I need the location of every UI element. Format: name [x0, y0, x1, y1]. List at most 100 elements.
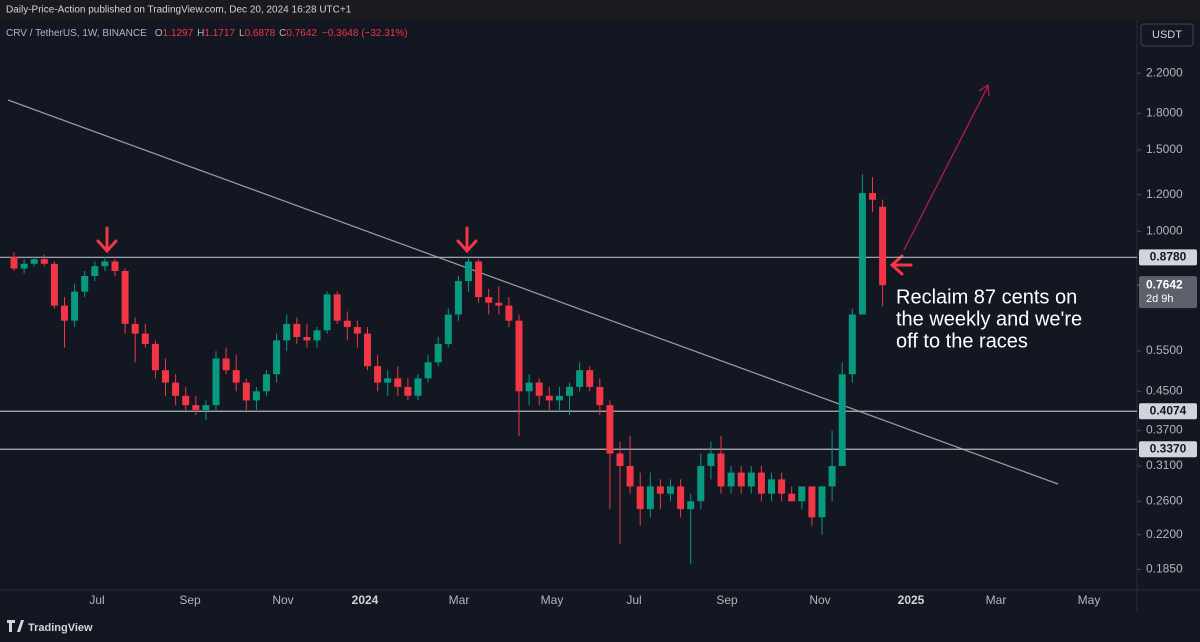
- annotation: Reclaim 87 cents on: [896, 286, 1077, 308]
- candle-body: [838, 374, 846, 467]
- candle-body: [566, 386, 573, 396]
- candle-body: [252, 391, 260, 401]
- level-label-box: [1139, 403, 1197, 420]
- candle-body: [212, 358, 220, 406]
- left-arrow: [889, 254, 913, 276]
- logo-icon: [7, 620, 24, 632]
- ohlc-label: O: [155, 28, 163, 39]
- candle-body: [879, 206, 887, 286]
- x-tick-label: Jul: [89, 593, 104, 607]
- candle-body: [525, 382, 533, 392]
- candle-body: [323, 294, 331, 331]
- candle-body: [626, 466, 634, 487]
- candle-body: [717, 453, 725, 487]
- candle-body: [606, 405, 614, 454]
- trend-line: [7, 99, 1059, 485]
- ohlc-value: 0.7642: [286, 28, 317, 39]
- level-label: 0.8780: [1150, 249, 1187, 263]
- y-tick-label: 0.3100: [1146, 458, 1183, 472]
- annotation: the weekly and we're: [896, 308, 1082, 330]
- countdown: 2d 9h: [1146, 293, 1174, 305]
- candle-body: [424, 362, 432, 379]
- currency[interactable]: USDT: [1152, 29, 1182, 41]
- publisher: Daily-Price-Action published on TradingV…: [6, 5, 352, 16]
- candle-body: [50, 263, 58, 306]
- x-tick-label: May: [1078, 593, 1101, 607]
- ohlc-label: H: [197, 28, 204, 39]
- candle-body: [646, 486, 654, 510]
- candle-body: [131, 323, 139, 334]
- candle-body: [364, 333, 371, 367]
- candle-body: [848, 314, 856, 375]
- symbol-legend: CRV / TetherUS, 1W, BINANCE O1.1297 H1.171…: [6, 28, 408, 39]
- y-tick-label: 1.5000: [1146, 142, 1183, 156]
- y-tick-label: 2.2000: [1146, 65, 1183, 79]
- ohlc-value: 1.1297: [163, 28, 194, 39]
- candle-body: [313, 330, 321, 341]
- projection-line: [903, 85, 989, 251]
- candle-body: [10, 256, 18, 269]
- y-tick-label: 0.2200: [1146, 527, 1183, 541]
- candle-body: [343, 320, 351, 328]
- candle-body: [687, 501, 695, 510]
- y-tick-label: 0.5500: [1146, 343, 1183, 357]
- candle-body: [71, 291, 79, 321]
- ohlc-label: L: [239, 28, 245, 39]
- y-tick-label: 1.0000: [1146, 223, 1183, 237]
- projection-head: [978, 83, 990, 97]
- last-price-box: [1139, 276, 1197, 309]
- candle-body: [30, 259, 38, 264]
- x-tick-label: May: [541, 593, 564, 607]
- x-tick-label: Nov: [272, 593, 293, 607]
- candle-body: [656, 486, 664, 494]
- candle-body: [414, 378, 422, 396]
- candle-body: [303, 337, 311, 341]
- ohlc-value: 0.6878: [245, 28, 276, 39]
- candle-body: [182, 395, 190, 406]
- candle-body: [61, 305, 68, 321]
- candle-body: [121, 271, 129, 324]
- x-tick-label: Jul: [626, 593, 641, 607]
- candle-body: [475, 261, 483, 298]
- candle-body: [162, 370, 169, 383]
- candle-body: [616, 453, 624, 467]
- candle-body: [273, 340, 281, 375]
- candle-body: [454, 281, 462, 315]
- candle-body: [555, 395, 563, 401]
- candle-body: [81, 275, 89, 292]
- candle-body: [20, 263, 28, 269]
- candle-body: [697, 466, 705, 502]
- candle-body: [242, 382, 250, 401]
- candle-body: [283, 323, 291, 341]
- y-tick-label: 0.2600: [1146, 493, 1183, 507]
- candle-body: [545, 395, 553, 401]
- candle-body: [778, 479, 786, 494]
- ohlc-value: 1.1717: [204, 28, 235, 39]
- ohlc-label: C: [279, 28, 286, 39]
- candle-body: [465, 261, 472, 282]
- y-tick-label: 1.2000: [1146, 187, 1183, 201]
- x-tick-label: Nov: [809, 593, 830, 607]
- candle-body: [495, 302, 503, 306]
- candle-body: [222, 358, 230, 371]
- candle-body: [293, 323, 301, 338]
- candle-body: [434, 343, 442, 363]
- change: −0.3648 (−32.31%): [322, 28, 408, 39]
- logo: [7, 620, 24, 632]
- candle-body: [818, 486, 826, 518]
- currency-button[interactable]: [1140, 23, 1194, 47]
- candle-body: [444, 314, 452, 344]
- candle-body: [586, 370, 594, 387]
- candle-body: [333, 294, 341, 321]
- x-tick-label: Mar: [986, 593, 1007, 607]
- candle-body: [505, 305, 513, 321]
- logo-text: TradingView: [28, 622, 93, 634]
- candle-body: [808, 486, 816, 518]
- x-tick-label: 2025: [898, 593, 925, 607]
- y-tick-label: 1.8000: [1146, 106, 1183, 120]
- candle-body: [858, 193, 866, 315]
- candle-body: [485, 297, 493, 303]
- down-arrow: [96, 226, 118, 254]
